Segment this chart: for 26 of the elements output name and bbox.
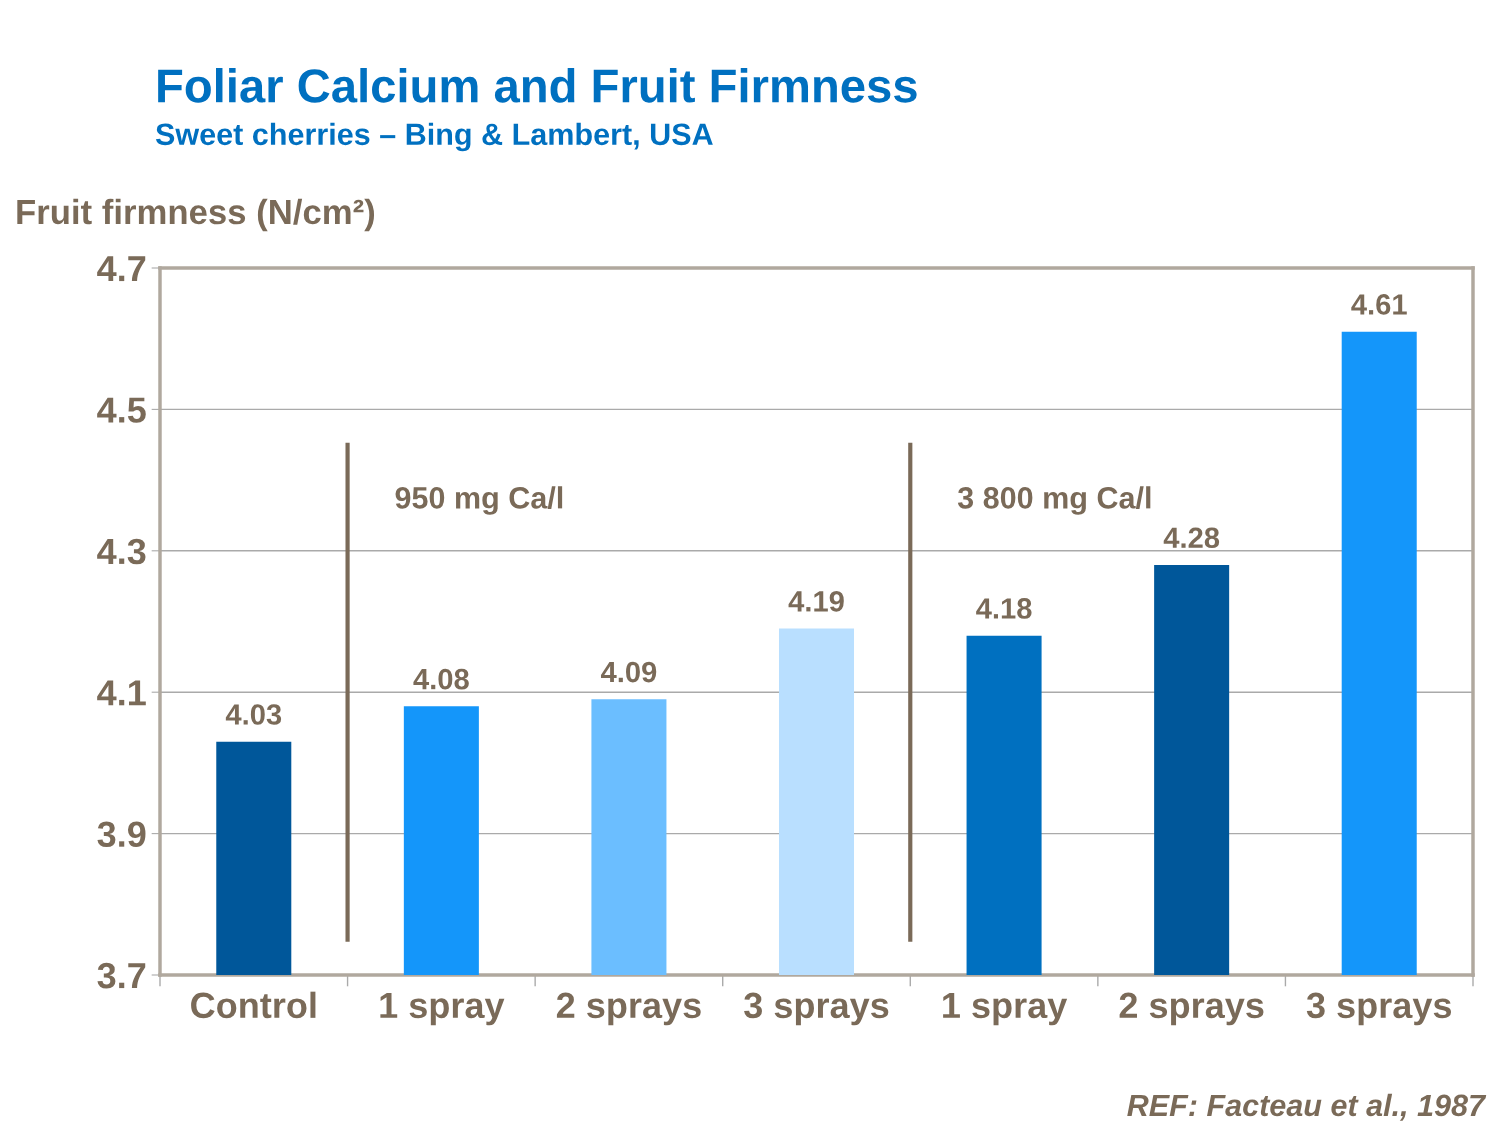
x-tick-label: 1 spray	[380, 992, 505, 1026]
x-tick-label: Control	[191, 991, 316, 1019]
text: REF: Facteau et al., 1987	[1127, 1093, 1487, 1121]
annotation: 950 mg Ca/l	[395, 486, 563, 515]
y-tick-label: 4.3	[97, 538, 146, 565]
y-tick-label: 4.7	[97, 256, 146, 282]
x-tick-label: 2 sprays	[556, 992, 701, 1026]
chart-subtitle: Sweet cherries – Bing & Lambert, USA	[155, 122, 713, 152]
data-label: 4.19	[788, 591, 844, 612]
y-tick-label: 4.1	[97, 680, 146, 706]
data-label: 4.18	[976, 598, 1032, 619]
data-label: 4.61	[1351, 294, 1407, 315]
y-tick-label: 3.9	[97, 821, 146, 848]
data-label: 4.28	[1163, 527, 1220, 549]
data-label: 4.03	[225, 704, 282, 725]
x-tick-label: 3 sprays	[1306, 992, 1452, 1026]
data-label: 4.08	[413, 668, 469, 690]
annotation: 3 800 mg Ca/l	[957, 486, 1151, 515]
y-tick-label: 4.5	[97, 397, 146, 423]
y-tick-label: 3.7	[97, 962, 146, 989]
x-tick-label: 1 spray	[943, 992, 1068, 1026]
y-axis-title: Fruit firmness (N/cm²)	[17, 198, 375, 232]
chart-title: Foliar Calcium and Fruit Firmness	[158, 67, 917, 103]
data-label: 4.09	[600, 661, 657, 683]
x-tick-label: 3 sprays	[744, 992, 889, 1026]
x-tick-label: 2 sprays	[1119, 992, 1264, 1026]
